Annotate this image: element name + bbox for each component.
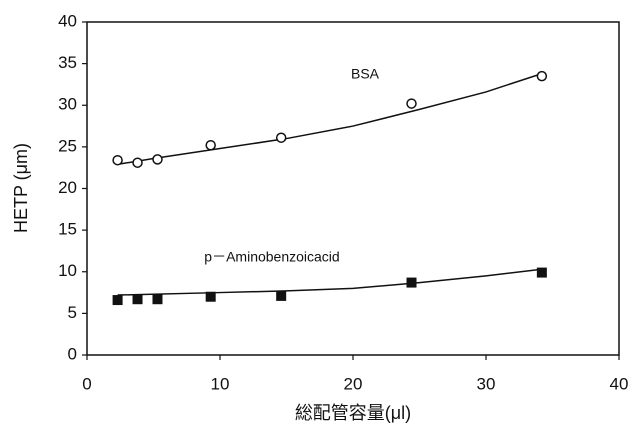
x-tick-label: 30 [477,374,496,393]
y-tick-label: 5 [68,303,77,322]
point [205,139,216,151]
point [536,267,547,278]
point [205,291,216,302]
y-tick-label: 30 [58,95,77,114]
point [536,70,548,82]
y-tick-label: 35 [58,53,77,72]
x-tick-label: 20 [344,374,363,393]
point [132,294,143,305]
y-tick-label: 25 [58,136,77,155]
x-axis-title: 総配管容量(μl) [295,403,411,423]
y-tick-label: 0 [68,344,77,363]
series-label: BSA [351,66,380,82]
y-axis-title: HETP (μm) [11,143,31,233]
point [112,295,123,306]
x-tick-label: 10 [211,374,230,393]
y-tick-label: 20 [58,178,77,197]
y-tick-label: 40 [58,11,77,30]
point [406,98,417,109]
y-tick-label: 10 [58,261,77,280]
point [275,132,287,143]
fit-line [117,268,542,296]
point [132,157,143,168]
point [406,277,417,288]
point [152,154,163,165]
fit-line [117,72,543,166]
point [276,290,287,301]
x-tick-label: 0 [82,374,91,393]
y-tick-label: 15 [58,220,77,239]
x-tick-label: 40 [610,374,629,393]
point [152,294,163,305]
point [112,154,123,166]
series-label: p－Aminobenzoicacid [204,249,339,265]
